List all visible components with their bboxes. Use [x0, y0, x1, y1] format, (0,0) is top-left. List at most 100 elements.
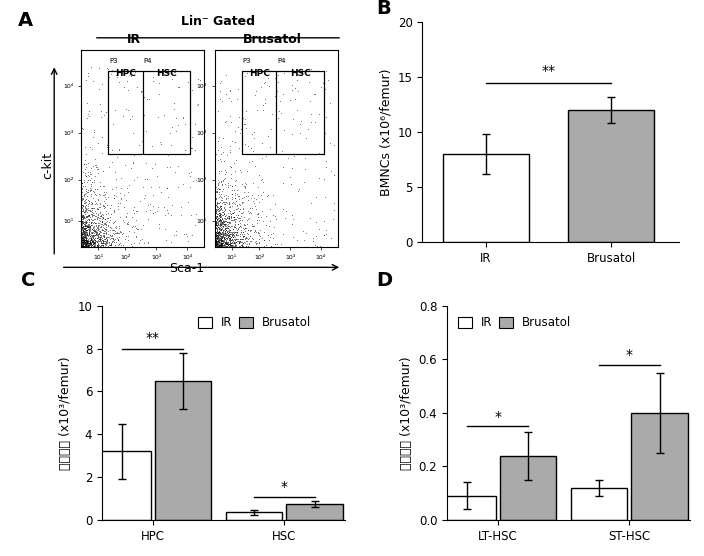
Point [257, 187, 268, 196]
Point [86, 185, 97, 194]
Point [83, 239, 94, 247]
Point [242, 206, 253, 215]
Point [160, 224, 171, 233]
Point [225, 230, 237, 239]
Point [310, 232, 322, 241]
Point [249, 193, 260, 202]
Point [135, 88, 146, 97]
Point [251, 195, 262, 203]
Point [78, 226, 89, 235]
Point [213, 229, 225, 237]
Point [227, 241, 238, 250]
Point [215, 233, 227, 242]
Point [210, 234, 221, 243]
Bar [276, 71, 325, 154]
Point [80, 142, 91, 151]
Point [223, 233, 234, 242]
Point [114, 239, 125, 247]
Point [80, 237, 92, 246]
Point [76, 230, 87, 239]
Point [215, 210, 226, 219]
Point [76, 237, 87, 246]
Point [122, 183, 133, 192]
Point [213, 237, 225, 246]
Point [83, 216, 94, 225]
Point [80, 240, 92, 249]
Point [100, 243, 111, 252]
Point [92, 210, 103, 219]
Point [213, 230, 224, 239]
Point [89, 236, 101, 245]
Point [213, 240, 225, 249]
Point [83, 239, 94, 247]
Point [221, 239, 232, 247]
Point [80, 237, 91, 246]
Point [76, 240, 87, 249]
Point [77, 237, 88, 246]
Point [217, 221, 228, 230]
Point [216, 218, 227, 227]
Text: **: ** [146, 331, 160, 345]
Point [211, 242, 222, 251]
Point [147, 208, 158, 217]
Point [251, 216, 263, 225]
Point [303, 78, 315, 87]
Point [217, 232, 228, 241]
Point [99, 196, 110, 205]
Point [239, 184, 251, 193]
Point [80, 231, 92, 240]
Point [209, 215, 220, 224]
Point [210, 235, 222, 244]
Point [217, 238, 228, 247]
Point [126, 212, 137, 221]
Point [218, 232, 229, 241]
Text: Brusatol: Brusatol [243, 33, 302, 46]
Point [102, 208, 113, 217]
Point [214, 234, 225, 243]
Point [133, 239, 144, 247]
Text: P3: P3 [109, 58, 118, 64]
Point [123, 242, 134, 251]
Point [211, 242, 222, 251]
Point [186, 86, 197, 95]
Point [222, 183, 234, 192]
Point [217, 241, 228, 250]
Point [88, 187, 99, 196]
Point [211, 211, 222, 220]
Point [77, 212, 89, 221]
Point [217, 231, 228, 240]
Point [85, 235, 96, 244]
Point [80, 235, 92, 244]
Point [246, 144, 257, 153]
Point [210, 236, 221, 245]
Point [211, 239, 222, 247]
Point [238, 230, 249, 239]
Point [83, 210, 94, 219]
Point [76, 218, 87, 227]
Point [83, 225, 94, 234]
Point [79, 234, 90, 242]
Point [213, 203, 225, 212]
Point [232, 236, 243, 245]
Point [97, 201, 108, 210]
Point [211, 227, 222, 236]
Point [218, 203, 230, 212]
Point [215, 235, 226, 244]
Point [218, 243, 229, 252]
Point [80, 233, 91, 242]
Point [93, 165, 104, 174]
Point [76, 241, 87, 250]
Point [211, 210, 222, 219]
Point [216, 220, 227, 229]
Point [230, 242, 241, 251]
Point [82, 238, 93, 247]
Point [81, 237, 92, 246]
Point [92, 234, 103, 242]
Point [238, 235, 249, 244]
Point [230, 228, 241, 237]
Point [111, 183, 122, 192]
Point [214, 235, 225, 244]
Point [77, 236, 89, 245]
Point [98, 235, 109, 244]
Point [251, 239, 262, 248]
